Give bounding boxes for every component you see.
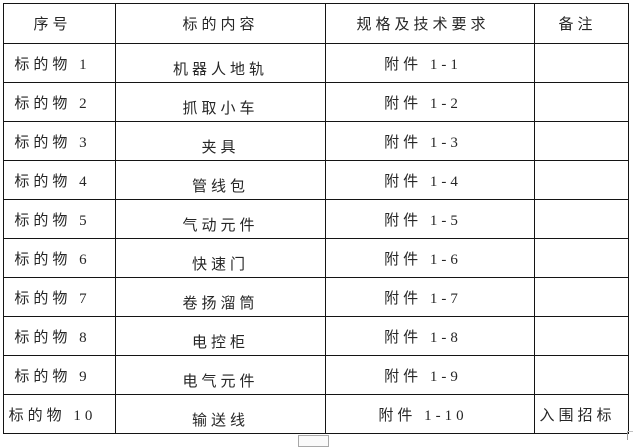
cell-content: 机器人地轨 (115, 43, 326, 83)
corner-mark-artifact (627, 431, 633, 440)
cell-remark (534, 355, 629, 395)
table-row: 标的物 9 电气元件 附件 1-9 (3, 355, 629, 395)
cell-content: 电气元件 (115, 355, 326, 395)
cell-spec: 附件 1-7 (325, 277, 535, 317)
cell-content: 夹具 (115, 121, 326, 161)
cell-remark (534, 277, 629, 317)
cell-remark (534, 160, 629, 200)
cell-content: 卷扬溜筒 (115, 277, 326, 317)
cell-spec: 附件 1-3 (325, 121, 535, 161)
cell-spec: 附件 1-10 (325, 394, 535, 434)
table-row: 标的物 1 机器人地轨 附件 1-1 (3, 43, 629, 83)
header-spec: 规格及技术要求 (325, 3, 535, 44)
cell-seq: 标的物 8 (3, 316, 116, 356)
cell-remark (534, 121, 629, 161)
cell-seq: 标的物 9 (3, 355, 116, 395)
cell-spec: 附件 1-8 (325, 316, 535, 356)
cell-seq: 标的物 2 (3, 82, 116, 122)
cell-remark (534, 316, 629, 356)
cell-spec: 附件 1-6 (325, 238, 535, 278)
cell-spec: 附件 1-1 (325, 43, 535, 83)
table-row: 标的物 7 卷扬溜筒 附件 1-7 (3, 277, 629, 317)
cell-content: 输送线 (115, 394, 326, 434)
cell-spec: 附件 1-9 (325, 355, 535, 395)
cell-seq: 标的物 6 (3, 238, 116, 278)
cell-content: 电控柜 (115, 316, 326, 356)
cell-content: 快速门 (115, 238, 326, 278)
table-row: 标的物 3 夹具 附件 1-3 (3, 121, 629, 161)
table-row: 标的物 8 电控柜 附件 1-8 (3, 316, 629, 356)
header-remark: 备注 (534, 3, 629, 44)
cell-content: 气动元件 (115, 199, 326, 239)
header-content: 标的内容 (115, 3, 326, 44)
cell-remark (534, 82, 629, 122)
table-row: 标的物 4 管线包 附件 1-4 (3, 160, 629, 200)
cell-spec: 附件 1-5 (325, 199, 535, 239)
cell-remark (534, 199, 629, 239)
bid-items-table: 序号 标的内容 规格及技术要求 备注 标的物 1 机器人地轨 附件 1-1 标的… (3, 3, 629, 434)
table-header-row: 序号 标的内容 规格及技术要求 备注 (3, 3, 629, 44)
cell-content: 管线包 (115, 160, 326, 200)
table-row: 标的物 6 快速门 附件 1-6 (3, 238, 629, 278)
table-row: 标的物 10 输送线 附件 1-10 入围招标 (3, 394, 629, 434)
cell-seq: 标的物 1 (3, 43, 116, 83)
cell-remark (534, 43, 629, 83)
cell-remark: 入围招标 (534, 394, 629, 434)
cell-seq: 标的物 3 (3, 121, 116, 161)
cell-remark (534, 238, 629, 278)
cell-seq: 标的物 5 (3, 199, 116, 239)
table-row: 标的物 5 气动元件 附件 1-5 (3, 199, 629, 239)
cell-seq: 标的物 7 (3, 277, 116, 317)
page-handle-artifact (298, 435, 329, 447)
cell-spec: 附件 1-4 (325, 160, 535, 200)
cell-seq: 标的物 4 (3, 160, 116, 200)
table-row: 标的物 2 抓取小车 附件 1-2 (3, 82, 629, 122)
cell-seq: 标的物 10 (3, 394, 116, 434)
cell-content: 抓取小车 (115, 82, 326, 122)
cell-spec: 附件 1-2 (325, 82, 535, 122)
header-seq: 序号 (3, 3, 116, 44)
